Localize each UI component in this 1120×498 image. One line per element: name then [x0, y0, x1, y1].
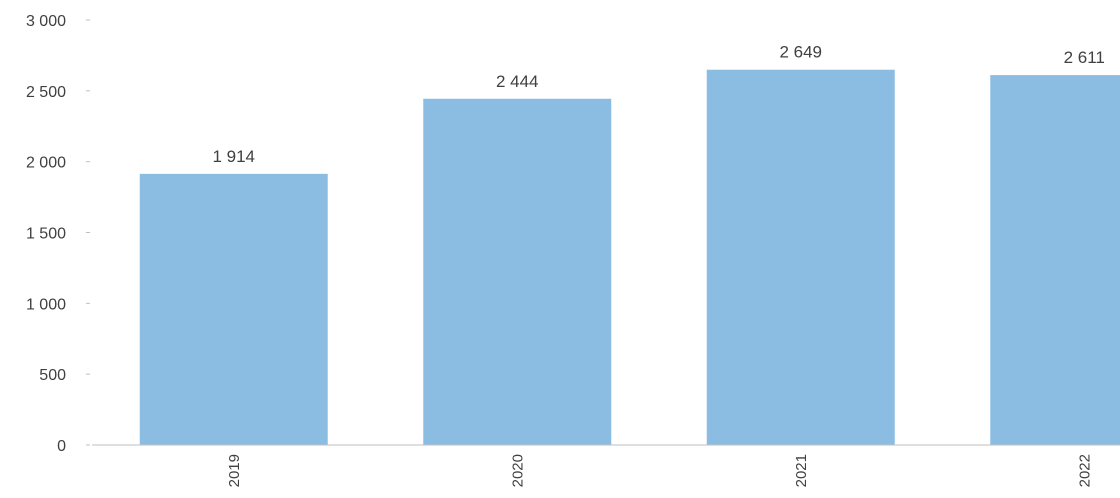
- data-label-2019: 1 914: [212, 147, 255, 166]
- bar-2020: [423, 98, 612, 446]
- bar-2021: [706, 69, 895, 445]
- data-label-2022: 2 611: [1064, 48, 1105, 67]
- x-tick-label-2022: 2022: [1076, 454, 1093, 487]
- x-tick-label-2020: 2020: [509, 454, 526, 487]
- y-tick-label: 2 000: [26, 155, 66, 172]
- x-axis: 2019 2020 2021 2022: [92, 444, 1120, 487]
- y-tick-label: 1 000: [26, 296, 66, 313]
- data-labels: 1 914 2 444 2 649 2 611: [212, 43, 1104, 166]
- data-label-2020: 2 444: [496, 72, 539, 91]
- bar-2022: [990, 75, 1120, 445]
- y-tick-label: 3 000: [26, 13, 66, 30]
- y-tick-label: 500: [39, 367, 66, 384]
- x-tick-label-2019: 2019: [226, 454, 243, 487]
- bar-2019: [139, 173, 328, 445]
- y-tick-label: 1 500: [26, 226, 66, 243]
- bars: [139, 69, 1120, 446]
- y-axis: 0 500 1 000 1 500 2 000 2 500 3 000: [26, 13, 90, 455]
- y-tick-label: 0: [57, 438, 66, 455]
- data-label-2021: 2 649: [779, 43, 822, 62]
- x-tick-label-2021: 2021: [793, 454, 810, 487]
- y-tick-label: 2 500: [26, 84, 66, 101]
